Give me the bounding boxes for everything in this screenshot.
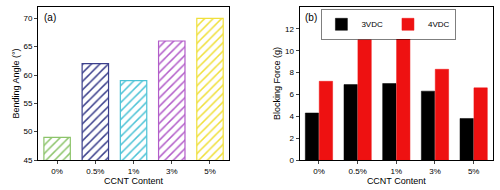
svg-text:8: 8 (290, 68, 295, 77)
svg-text:3%: 3% (166, 167, 178, 176)
svg-text:60: 60 (23, 71, 32, 80)
svg-text:(a): (a) (44, 12, 56, 23)
svg-text:3VDC: 3VDC (361, 20, 383, 29)
svg-text:Blocking Force (g): Blocking Force (g) (272, 47, 282, 120)
svg-text:CCNT Content: CCNT Content (104, 176, 163, 186)
svg-text:5%: 5% (468, 167, 480, 176)
svg-text:0.5%: 0.5% (86, 167, 104, 176)
svg-text:12: 12 (285, 25, 294, 34)
svg-text:1%: 1% (128, 167, 140, 176)
svg-text:6: 6 (290, 90, 295, 99)
svg-text:65: 65 (23, 42, 32, 51)
svg-text:45: 45 (23, 156, 32, 165)
svg-text:5%: 5% (204, 167, 216, 176)
svg-text:(b): (b) (305, 12, 317, 23)
svg-text:0: 0 (290, 156, 295, 165)
svg-text:3%: 3% (429, 167, 441, 176)
svg-text:50: 50 (23, 127, 32, 136)
svg-text:10: 10 (285, 47, 294, 56)
svg-text:Bending Angle (°): Bending Angle (°) (11, 48, 21, 118)
svg-text:0%: 0% (51, 167, 63, 176)
svg-text:4: 4 (290, 112, 295, 121)
svg-text:1%: 1% (391, 167, 403, 176)
svg-text:CCNT Content: CCNT Content (367, 176, 426, 186)
svg-text:0.5%: 0.5% (349, 167, 367, 176)
svg-text:4VDC: 4VDC (428, 20, 450, 29)
svg-text:70: 70 (23, 14, 32, 23)
svg-text:0%: 0% (313, 167, 325, 176)
svg-text:55: 55 (23, 99, 32, 108)
svg-text:2: 2 (290, 134, 295, 143)
